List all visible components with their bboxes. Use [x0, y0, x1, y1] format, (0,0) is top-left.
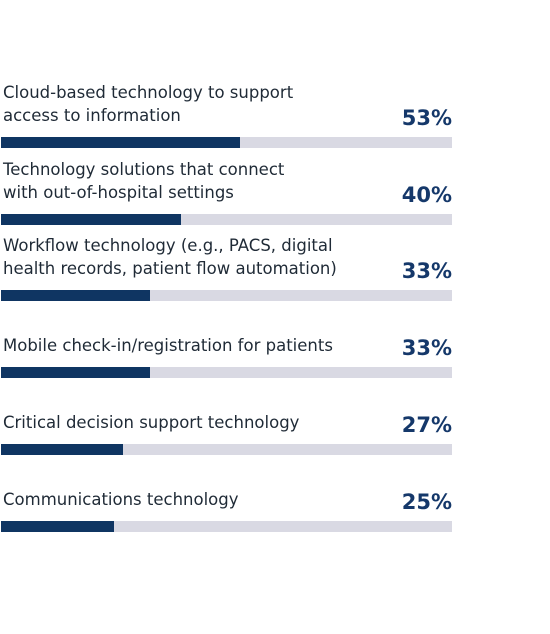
bar-track: [1, 137, 452, 148]
bar-label: Critical decision support technology: [3, 413, 300, 432]
bar-row-workflow: Workflow technology (e.g., PACS, digital…: [0, 231, 460, 301]
bar-row-out-of-hospital: Technology solutions that connect with o…: [0, 155, 460, 225]
bar-label: Workflow technology (e.g., PACS, digital…: [3, 236, 337, 278]
bar-row-communications: Communications technology 25%: [0, 462, 460, 532]
bar-label: Technology solutions that connect with o…: [3, 160, 285, 202]
bar-fill: [1, 521, 114, 532]
bar-value: 40%: [401, 183, 452, 207]
bar-label: Cloud-based technology to support access…: [3, 83, 294, 125]
bar-fill: [1, 367, 150, 378]
bar-value: 27%: [401, 413, 452, 437]
bar-track: [1, 367, 452, 378]
bar-fill: [1, 444, 123, 455]
bar-row-mobile-check-in: Mobile check-in/registration for patient…: [0, 308, 460, 378]
bar-row-cloud: Cloud-based technology to support access…: [0, 78, 460, 148]
bar-track: [1, 521, 452, 532]
bar-label: Mobile check-in/registration for patient…: [3, 336, 333, 355]
bar-label: Communications technology: [3, 490, 239, 509]
bar-value: 33%: [401, 259, 452, 283]
bar-value: 25%: [401, 490, 452, 514]
bar-fill: [1, 137, 240, 148]
bar-fill: [1, 290, 150, 301]
bar-value: 33%: [401, 336, 452, 360]
bar-track: [1, 214, 452, 225]
bar-track: [1, 290, 452, 301]
bar-track: [1, 444, 452, 455]
bar-value: 53%: [401, 106, 452, 130]
bar-row-decision-support: Critical decision support technology 27%: [0, 385, 460, 455]
bar-fill: [1, 214, 181, 225]
